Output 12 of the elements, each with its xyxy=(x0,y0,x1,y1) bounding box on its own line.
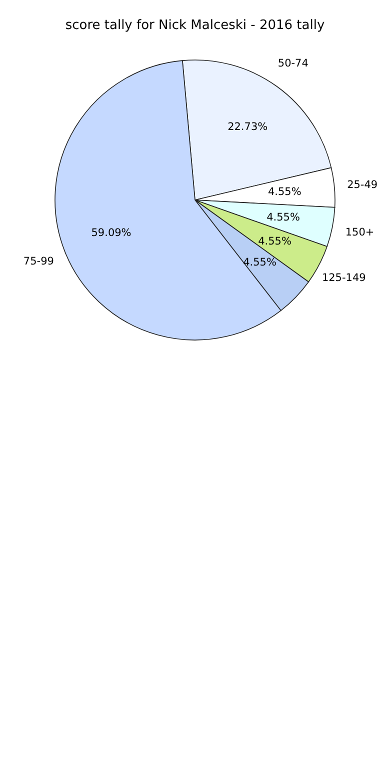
slice-label: 125-149 xyxy=(322,272,366,284)
data-label: 4.55% xyxy=(266,212,300,224)
slice-label: 75-99 xyxy=(23,256,54,268)
slice-label: 50-74 xyxy=(278,58,309,70)
data-label: 4.55% xyxy=(268,186,302,198)
data-label: 22.73% xyxy=(228,120,268,133)
data-label: 4.55% xyxy=(258,236,292,248)
data-label: 4.55% xyxy=(243,256,276,268)
chart-title: score tally for Nick Malceski - 2016 tally xyxy=(65,18,325,33)
slice-label: 150+ xyxy=(345,226,374,239)
data-label: 59.09% xyxy=(91,226,132,239)
slice-label: 25-49 xyxy=(347,178,378,191)
